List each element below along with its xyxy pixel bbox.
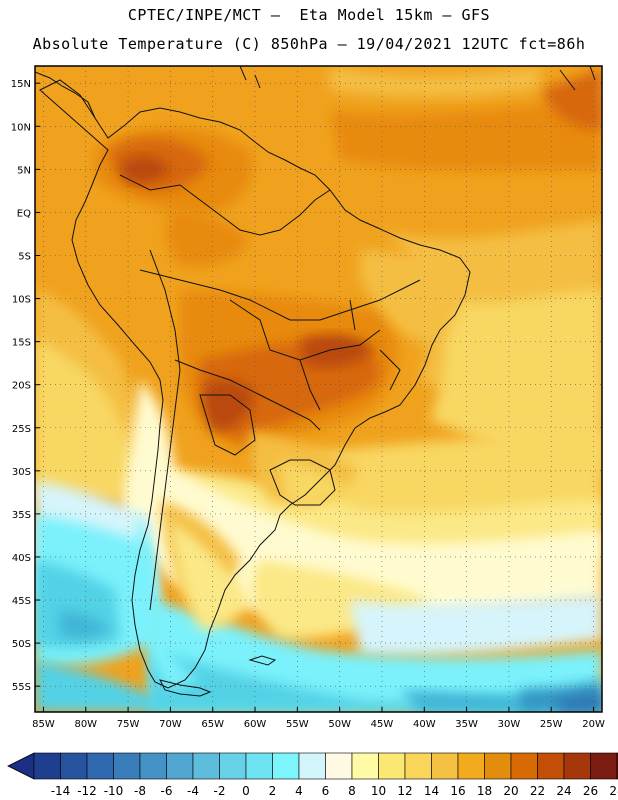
- lon-tick-label: 70W: [159, 719, 182, 730]
- colorbar-swatch: [510, 752, 538, 780]
- lon-tick-label: 45W: [371, 719, 394, 730]
- lon-tick-label: 20W: [582, 719, 605, 730]
- lat-tick-label: 55S: [12, 682, 31, 693]
- lat-tick-label: 10S: [12, 295, 31, 306]
- lat-tick-label: 40S: [12, 553, 31, 564]
- colorbar-swatch: [590, 752, 618, 780]
- colorbar-swatch: [484, 752, 512, 780]
- caribbean-islands: [239, 66, 596, 91]
- colorbar-label: 6: [322, 784, 330, 798]
- colorbar-swatch: [404, 752, 432, 780]
- colorbar-swatch: [166, 752, 194, 780]
- lon-tick-label: 85W: [32, 719, 55, 730]
- paraguay-border: [199, 394, 256, 456]
- lat-tick-label: 25S: [12, 424, 31, 435]
- colorbar-label: -6: [161, 784, 173, 798]
- lat-tick-label: 15N: [11, 79, 31, 90]
- colorbar-label: 2: [269, 784, 277, 798]
- lon-tick-label: 50W: [328, 719, 351, 730]
- lat-tick-label: 45S: [12, 596, 31, 607]
- colorbar-label: -10: [104, 784, 124, 798]
- tierra-del-fuego: [159, 679, 212, 697]
- colorbar-swatch: [537, 752, 565, 780]
- borders-central: [139, 269, 421, 321]
- colorbar-label: 14: [424, 784, 439, 798]
- borders-andes: [149, 249, 181, 611]
- colorbar-label: 10: [371, 784, 386, 798]
- lon-tick-label: 65W: [201, 719, 224, 730]
- temperature-field: [35, 66, 602, 712]
- colorbar-swatch: [113, 752, 141, 780]
- colorbar-label: -8: [134, 784, 146, 798]
- colorbar-swatch: [351, 752, 379, 780]
- map-title-variable: Absolute Temperature (C) 850hPa – 19/04/…: [32, 35, 586, 53]
- colorbar-label: 0: [242, 784, 250, 798]
- colorbar-label: 8: [348, 784, 356, 798]
- colorbar-swatch: [457, 752, 485, 780]
- borders-brazil-states: [229, 299, 401, 411]
- lon-tick-label: 25W: [540, 719, 563, 730]
- map-frame: [34, 65, 603, 713]
- coastlines: [35, 66, 596, 697]
- colorbar-label: 28: [609, 784, 618, 798]
- lon-tick-label: 30W: [498, 719, 521, 730]
- colorbar-swatch: [431, 752, 459, 780]
- colorbar-label: -14: [51, 784, 71, 798]
- lon-tick-label: 55W: [286, 719, 309, 730]
- lat-tick-label: 50S: [12, 639, 31, 650]
- lat-tick-label: 30S: [12, 467, 31, 478]
- colorbar-swatch: [298, 752, 326, 780]
- latitude-labels: 15N 10N 5N EQ 5S 10S 15S 20S 25S 30S 35S 40S 45S 50S 5…: [11, 79, 40, 693]
- colorbar: -14 -12 -10 -8 -6 -4 -2 0 2 4 6 8 10 12 14 16 18 20 22 24 26…: [7, 752, 618, 798]
- colorbar-swatch: [272, 752, 300, 780]
- lon-tick-label: 40W: [413, 719, 436, 730]
- colorbar-swatch: [139, 752, 167, 780]
- lon-tick-label: 80W: [74, 719, 97, 730]
- colorbar-swatch: [86, 752, 114, 780]
- lon-tick-label: 60W: [244, 719, 267, 730]
- longitude-labels: 85W 80W 75W 70W 65W 60W 55W 50W 45W 40W 35W 30W 25W 2…: [32, 707, 605, 730]
- lat-tick-label: 15S: [12, 338, 31, 349]
- borders-south: [174, 359, 321, 431]
- colorbar-swatch: [325, 752, 353, 780]
- colorbar-label: -2: [214, 784, 226, 798]
- colorbar-label: -4: [187, 784, 199, 798]
- colorbar-swatch: [245, 752, 273, 780]
- lat-tick-label: 5S: [18, 251, 31, 262]
- uruguay-border: [269, 459, 336, 506]
- colorbar-swatch: [563, 752, 591, 780]
- lat-tick-label: 10N: [11, 122, 31, 133]
- colorbar-label: 22: [530, 784, 545, 798]
- lat-tick-label: EQ: [17, 208, 31, 219]
- colorbar-low-arrow: [7, 752, 35, 780]
- colorbar-swatch: [33, 752, 61, 780]
- map-title-model: CPTEC/INPE/MCT – Eta Model 15km – GFS: [127, 6, 491, 24]
- borders-north: [119, 174, 331, 236]
- colorbar-label: 18: [477, 784, 492, 798]
- colorbar-swatch: [192, 752, 220, 780]
- colorbar-label: 16: [450, 784, 465, 798]
- lon-tick-label: 75W: [117, 719, 140, 730]
- colorbar-label: 4: [295, 784, 303, 798]
- colorbar-label: 24: [556, 784, 571, 798]
- south-america-coast: [39, 79, 471, 689]
- colorbar-label: 26: [583, 784, 598, 798]
- lat-tick-label: 20S: [12, 381, 31, 392]
- colorbar-label: 20: [503, 784, 518, 798]
- colorbar-swatch: [60, 752, 88, 780]
- colorbar-swatch: [378, 752, 406, 780]
- falkland-islands: [248, 655, 277, 666]
- central-america-coast: [35, 71, 96, 119]
- colorbar-label: -12: [77, 784, 97, 798]
- lon-tick-label: 35W: [455, 719, 478, 730]
- lat-tick-label: 35S: [12, 510, 31, 521]
- colorbar-swatch: [219, 752, 247, 780]
- colorbar-label: 12: [397, 784, 412, 798]
- lat-tick-label: 5N: [17, 165, 31, 176]
